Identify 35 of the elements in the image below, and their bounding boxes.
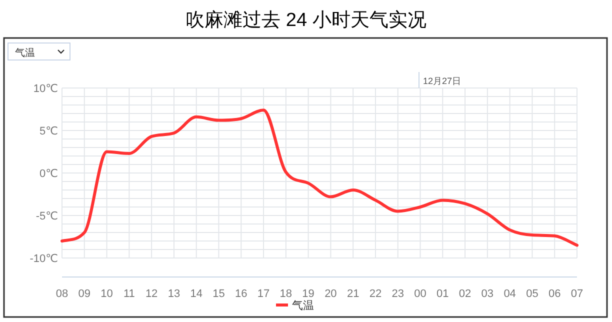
legend: 气温 (276, 300, 314, 312)
x-tick-label: 00 (414, 288, 426, 300)
x-tick-label: 04 (504, 288, 516, 300)
x-tick-label: 01 (436, 288, 449, 300)
y-tick-label: 0℃ (40, 168, 58, 180)
x-tick-label: 16 (235, 288, 248, 300)
x-tick-label: 23 (392, 288, 404, 300)
y-tick-label: 5℃ (40, 126, 58, 138)
x-tick-label: 20 (324, 288, 337, 300)
x-tick-label: 08 (56, 288, 68, 300)
x-tick-label: 10 (100, 288, 113, 300)
legend-label: 气温 (292, 300, 314, 312)
x-tick-label: 02 (458, 288, 472, 300)
x-tick-label: 18 (280, 288, 292, 300)
x-tick-label: 07 (570, 288, 584, 300)
x-tick-label: 17 (257, 288, 270, 300)
x-tick-label: 05 (526, 288, 538, 300)
x-tick-label: 22 (369, 288, 382, 300)
x-tick-label: 19 (302, 288, 314, 300)
text: 12月27日 (423, 76, 462, 86)
y-tick-label: -5℃ (36, 210, 58, 222)
y-tick-label: -10℃ (30, 253, 58, 265)
x-tick-label: 13 (168, 288, 180, 300)
x-tick-label: 14 (190, 288, 202, 300)
x-tick-label: 12 (145, 288, 158, 300)
x-tick-label: 15 (212, 288, 225, 300)
y-tick-label: 10℃ (33, 83, 58, 95)
x-tick-label: 11 (123, 288, 135, 300)
dropdown: 气温 (8, 42, 70, 60)
x-tick-label: 21 (346, 288, 360, 300)
x-tick-label: 03 (481, 288, 494, 300)
x-tick-label: 06 (548, 288, 561, 300)
x-tick-label: 09 (78, 288, 91, 300)
chart-title: 吹麻滩过去 24 小时天气实况 (186, 9, 426, 31)
line-series (60, 108, 578, 247)
